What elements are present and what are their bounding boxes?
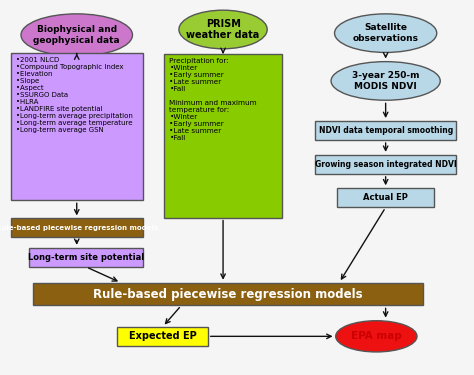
- Text: Satellite
observations: Satellite observations: [353, 24, 419, 43]
- Text: Long-term site potential: Long-term site potential: [28, 253, 144, 262]
- FancyBboxPatch shape: [315, 121, 456, 140]
- Text: Rule-based piecewise regression models: Rule-based piecewise regression models: [93, 288, 363, 301]
- Text: Growing season integrated NDVI: Growing season integrated NDVI: [315, 160, 456, 169]
- FancyBboxPatch shape: [164, 54, 283, 218]
- Text: PRISM
weather data: PRISM weather data: [186, 19, 260, 40]
- FancyBboxPatch shape: [29, 248, 143, 267]
- Ellipse shape: [335, 14, 437, 52]
- FancyBboxPatch shape: [337, 188, 434, 207]
- Ellipse shape: [336, 321, 417, 352]
- FancyBboxPatch shape: [33, 283, 423, 306]
- Ellipse shape: [21, 14, 132, 56]
- FancyBboxPatch shape: [10, 53, 143, 200]
- Ellipse shape: [179, 10, 267, 49]
- FancyBboxPatch shape: [10, 218, 143, 237]
- Text: Precipitation for:
•Winter
•Early summer
•Late summer
•Fall

Minimum and maximum: Precipitation for: •Winter •Early summer…: [169, 58, 257, 141]
- Text: EPA map: EPA map: [351, 332, 402, 341]
- Text: Actual EP: Actual EP: [363, 193, 408, 202]
- Text: •2001 NLCD
•Compound Topographic Index
•Elevation
•Slope
•Aspect
•SSURGO Data
•H: •2001 NLCD •Compound Topographic Index •…: [16, 57, 133, 133]
- FancyBboxPatch shape: [315, 155, 456, 174]
- FancyBboxPatch shape: [118, 327, 208, 346]
- Text: Expected EP: Expected EP: [129, 332, 197, 341]
- Text: 3-year 250-m
MODIS NDVI: 3-year 250-m MODIS NDVI: [352, 71, 419, 91]
- Ellipse shape: [331, 62, 440, 100]
- Text: Biophysical and
geophysical data: Biophysical and geophysical data: [34, 25, 120, 45]
- Text: Rule-based piecewise regression models: Rule-based piecewise regression models: [0, 225, 158, 231]
- Text: NDVI data temporal smoothing: NDVI data temporal smoothing: [319, 126, 453, 135]
